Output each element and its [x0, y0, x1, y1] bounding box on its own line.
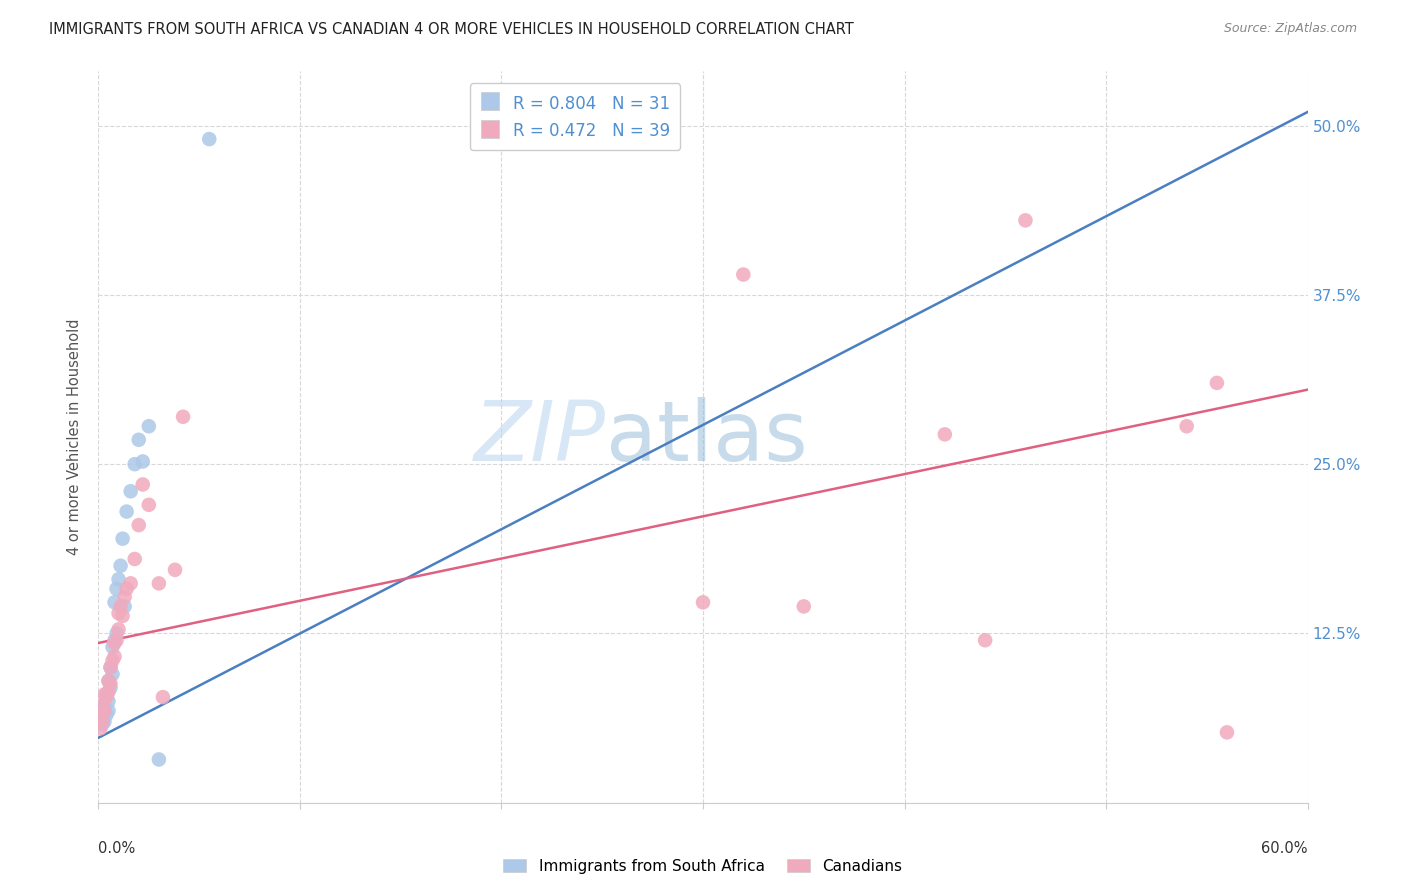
Point — [96, 707, 118, 722]
Text: ZIP: ZIP — [474, 397, 606, 477]
Point — [110, 599, 132, 614]
Point — [100, 676, 122, 690]
Point — [793, 599, 815, 614]
Point — [733, 268, 755, 282]
Text: 0.0%: 0.0% — [98, 841, 135, 855]
Point — [111, 608, 134, 623]
Point — [120, 484, 142, 499]
Point — [1216, 725, 1239, 739]
Point — [105, 633, 128, 648]
Point — [103, 633, 125, 648]
Point — [172, 409, 194, 424]
Point — [97, 694, 120, 708]
Point — [114, 599, 136, 614]
Point — [101, 640, 124, 654]
Point — [100, 660, 122, 674]
Point — [91, 701, 114, 715]
Text: IMMIGRANTS FROM SOUTH AFRICA VS CANADIAN 4 OR MORE VEHICLES IN HOUSEHOLD CORRELA: IMMIGRANTS FROM SOUTH AFRICA VS CANADIAN… — [49, 22, 853, 37]
Point — [934, 427, 956, 442]
Point — [148, 576, 170, 591]
Point — [1206, 376, 1229, 390]
Point — [132, 454, 155, 468]
Point — [107, 606, 129, 620]
Y-axis label: 4 or more Vehicles in Household: 4 or more Vehicles in Household — [67, 318, 83, 556]
Point — [124, 457, 146, 471]
Text: atlas: atlas — [606, 397, 808, 477]
Point — [110, 558, 132, 573]
Point — [115, 505, 138, 519]
Point — [103, 636, 125, 650]
Point — [114, 590, 136, 604]
Point — [132, 477, 155, 491]
Point — [115, 582, 138, 596]
Point — [198, 132, 221, 146]
Point — [89, 707, 111, 722]
Point — [96, 688, 118, 702]
Point — [89, 712, 111, 726]
Point — [138, 419, 160, 434]
Point — [128, 518, 150, 533]
Point — [97, 704, 120, 718]
Text: 60.0%: 60.0% — [1261, 841, 1308, 855]
Point — [1014, 213, 1036, 227]
Point — [692, 595, 714, 609]
Point — [91, 717, 114, 731]
Point — [103, 649, 125, 664]
Point — [97, 673, 120, 688]
Point — [124, 552, 146, 566]
Point — [91, 698, 114, 713]
Point — [107, 572, 129, 586]
Legend: R = 0.804   N = 31, R = 0.472   N = 39: R = 0.804 N = 31, R = 0.472 N = 39 — [470, 83, 681, 150]
Point — [1175, 419, 1198, 434]
Point — [111, 532, 134, 546]
Point — [97, 684, 120, 698]
Point — [103, 595, 125, 609]
Point — [97, 673, 120, 688]
Point — [120, 576, 142, 591]
Legend: Immigrants from South Africa, Canadians: Immigrants from South Africa, Canadians — [498, 853, 908, 880]
Point — [93, 714, 115, 729]
Point — [105, 582, 128, 596]
Point — [105, 626, 128, 640]
Point — [89, 721, 111, 735]
Point — [96, 690, 118, 705]
Text: Source: ZipAtlas.com: Source: ZipAtlas.com — [1223, 22, 1357, 36]
Point — [974, 633, 997, 648]
Point — [138, 498, 160, 512]
Point — [128, 433, 150, 447]
Point — [148, 752, 170, 766]
Point — [91, 714, 114, 729]
Point — [107, 623, 129, 637]
Point — [89, 704, 111, 718]
Point — [93, 688, 115, 702]
Point — [101, 654, 124, 668]
Point — [101, 667, 124, 681]
Point — [93, 698, 115, 713]
Point — [93, 704, 115, 718]
Point — [163, 563, 186, 577]
Point — [152, 690, 174, 705]
Point — [100, 681, 122, 695]
Point — [100, 660, 122, 674]
